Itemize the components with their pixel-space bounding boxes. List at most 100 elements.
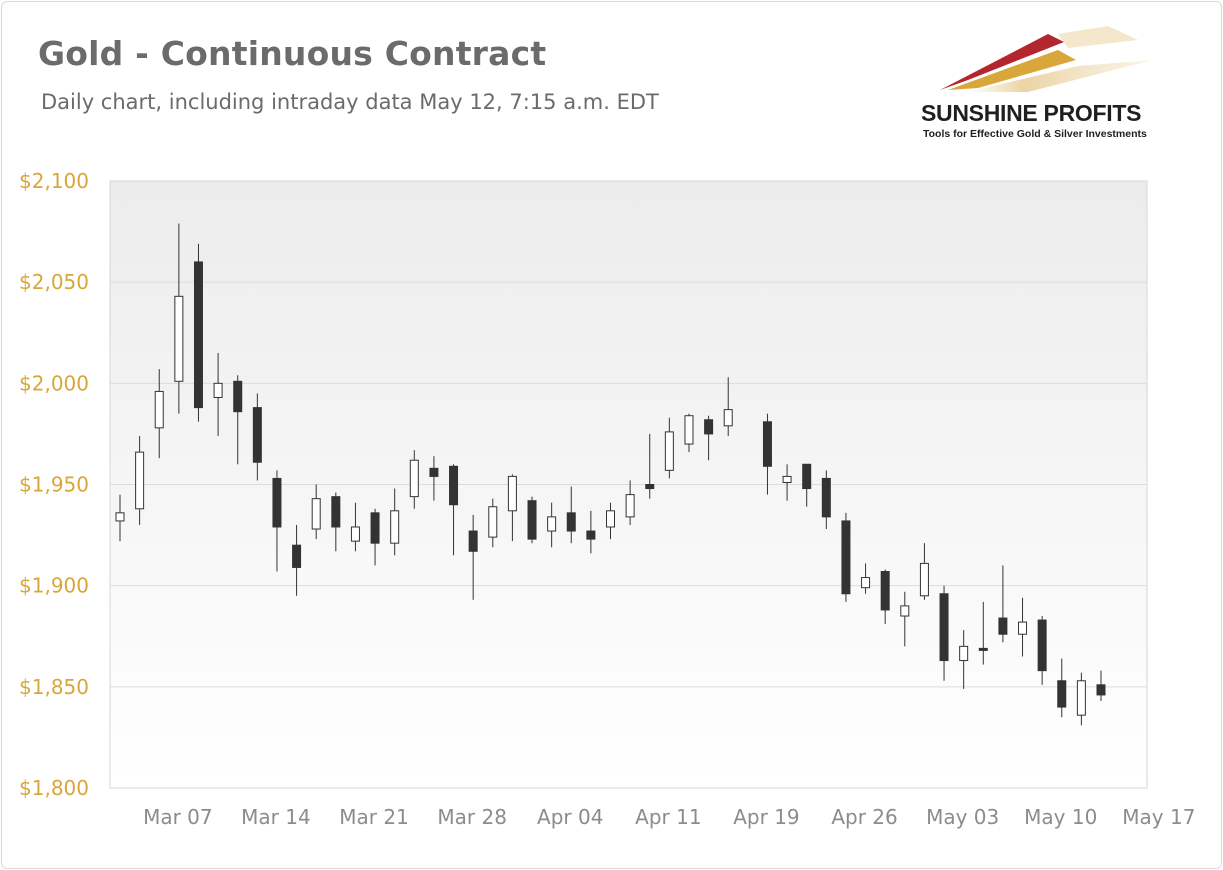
- candle: [566, 486, 576, 544]
- x-tick-label: Mar 28: [437, 805, 507, 829]
- candle-body-down: [645, 484, 655, 490]
- candle-body-down: [233, 380, 243, 413]
- candle-body-up: [625, 494, 635, 518]
- candle: [645, 433, 655, 499]
- candle-body-up: [1018, 621, 1028, 635]
- candle: [272, 470, 282, 572]
- candle-body-up: [350, 526, 360, 542]
- candle-body-down: [978, 647, 988, 651]
- candle-body-up: [409, 459, 419, 498]
- candle: [625, 480, 635, 525]
- candle: [1018, 597, 1028, 657]
- candle-body-down: [841, 520, 851, 595]
- candle-body-up: [861, 577, 871, 589]
- candle-body-down: [586, 530, 596, 540]
- candle: [409, 450, 419, 509]
- candle: [959, 630, 969, 689]
- candle: [802, 463, 812, 507]
- x-tick-label: May 17: [1122, 805, 1195, 829]
- candle-body-up: [606, 510, 615, 528]
- candle-body-up: [959, 645, 969, 662]
- x-tick-label: Apr 19: [733, 805, 799, 829]
- candle-body-down: [193, 261, 203, 409]
- candle-body-down: [292, 544, 302, 568]
- candle-body-up: [154, 390, 164, 429]
- candle-body-down: [762, 421, 772, 467]
- candle-body-down: [566, 512, 576, 532]
- logo-name: SUNSHINE PROFITS: [921, 100, 1142, 126]
- x-tick-label: Apr 11: [635, 805, 701, 829]
- candle: [782, 464, 792, 501]
- candle: [664, 417, 674, 479]
- candle: [429, 456, 439, 501]
- candle: [527, 496, 537, 544]
- chart-title: Gold - Continuous Contract: [38, 34, 547, 73]
- y-tick-label: $1,900: [19, 574, 89, 598]
- y-tick-label: $1,950: [19, 473, 89, 497]
- y-tick-label: $2,100: [19, 169, 89, 193]
- candle-body-up: [919, 562, 929, 597]
- x-axis: Mar 07 Mar 14 Mar 21 Mar 28 Apr 04 Apr 11 Apr …: [143, 805, 1195, 829]
- candle-body-down: [527, 500, 537, 540]
- candle: [1096, 670, 1106, 701]
- candle: [331, 492, 341, 552]
- y-tick-label: $2,050: [19, 270, 89, 294]
- candle-body-down: [1096, 684, 1106, 696]
- candle-body-up: [135, 451, 145, 510]
- candle: [488, 498, 498, 548]
- candle-body-down: [1057, 680, 1067, 708]
- candle-body-up: [115, 512, 125, 522]
- candle-body-up: [782, 475, 792, 483]
- candle-body-down: [449, 465, 459, 506]
- y-axis: $2,100 $2,050 $2,000 $1,950 $1,900 $1,850 $1,8…: [19, 169, 89, 800]
- candle-body-up: [488, 506, 498, 538]
- x-tick-label: Mar 21: [339, 805, 409, 829]
- candle-body-down: [252, 407, 262, 463]
- candle-body-up: [1076, 680, 1086, 716]
- candle-body-up: [390, 510, 400, 544]
- candle: [586, 510, 596, 554]
- candle: [390, 488, 400, 556]
- candle: [135, 435, 145, 525]
- candle: [861, 563, 871, 594]
- candle-body-up: [174, 295, 184, 382]
- x-tick-label: Apr 26: [831, 805, 897, 829]
- candle-body-up: [547, 516, 557, 532]
- candle: [606, 502, 615, 540]
- candle: [978, 601, 988, 665]
- candle: [939, 585, 949, 681]
- candle: [174, 223, 184, 414]
- candle: [684, 413, 694, 453]
- candle: [449, 464, 459, 556]
- candle: [1057, 658, 1067, 718]
- candle: [880, 569, 890, 625]
- sunshine-profits-logo: SUNSHINE PROFITS Tools for Effective Gol…: [908, 20, 1170, 160]
- candle-body-down: [802, 463, 812, 490]
- candle: [311, 484, 321, 540]
- candle: [252, 393, 262, 481]
- x-tick-label: May 10: [1024, 805, 1097, 829]
- candle: [213, 352, 223, 436]
- candle-body-up: [664, 431, 674, 471]
- candle-body-down: [880, 571, 890, 611]
- candle: [292, 524, 302, 596]
- logo-tagline: Tools for Effective Gold & Silver Invest…: [923, 128, 1147, 140]
- candle-body-down: [998, 617, 1008, 635]
- y-tick-label: $2,000: [19, 371, 89, 395]
- candle: [1037, 616, 1047, 685]
- candle: [468, 514, 478, 600]
- candle-body-down: [468, 530, 478, 552]
- candle: [507, 474, 517, 542]
- x-tick-label: Apr 04: [537, 805, 603, 829]
- candle: [350, 502, 360, 552]
- candle-body-down: [939, 593, 949, 662]
- candle: [193, 243, 203, 422]
- candle-body-up: [213, 382, 223, 398]
- candle: [900, 591, 910, 647]
- candle: [233, 375, 243, 465]
- candle-body-down: [1037, 619, 1047, 672]
- candle: [998, 565, 1008, 643]
- y-tick-label: $1,800: [19, 776, 89, 800]
- y-tick-label: $1,850: [19, 675, 89, 699]
